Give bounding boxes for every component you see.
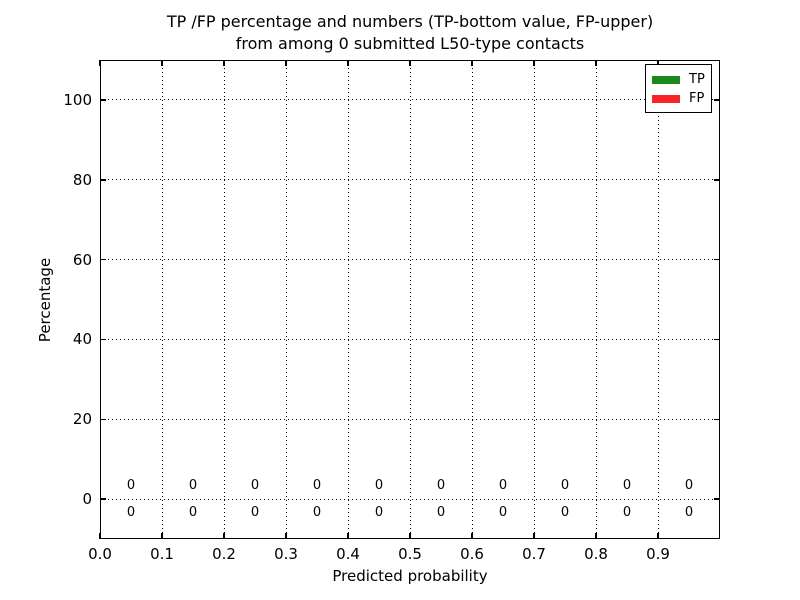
y-tick-left [100,179,106,181]
tp-count-label: 0 [498,505,508,521]
fp-count-label: 0 [312,478,322,494]
x-tick-top [161,60,163,66]
chart-title-line-1: TP /FP percentage and numbers (TP-bottom… [166,12,654,31]
y-tick-left [100,498,106,500]
v-gridline [471,60,473,539]
legend-entry-fp: FP [652,89,705,108]
x-tick-top [409,60,411,66]
legend-entry-tp: TP [652,70,705,89]
y-tick-left [100,418,106,420]
y-tick-label: 40 [72,330,92,349]
x-tick-bottom [223,533,225,539]
v-gridline [533,60,535,539]
v-gridline [285,60,287,539]
chart-title: TP /FP percentage and numbers (TP-bottom… [100,11,720,55]
y-tick-right [714,258,720,261]
x-tick-top [285,60,287,66]
y-tick-label: 20 [72,410,92,429]
y-tick-label: 60 [72,250,92,269]
x-tick-label: 0.3 [274,545,298,563]
v-gridline [347,60,349,539]
legend-swatch-fp [652,94,680,103]
x-tick-bottom [409,533,411,539]
legend: TP FP [645,64,712,113]
x-tick-label: 0.0 [88,545,112,563]
x-tick-label: 0.6 [460,545,484,563]
y-tick-right [714,418,720,420]
x-tick-label: 0.7 [522,545,546,563]
x-tick-label: 0.9 [646,545,670,563]
x-tick-top [471,60,473,66]
x-tick-bottom [161,533,163,539]
tp-count-label: 0 [622,505,632,521]
fp-count-label: 0 [374,478,384,494]
x-tick-label: 0.5 [398,545,422,563]
y-tick-right [714,498,720,500]
fp-count-label: 0 [684,478,694,494]
v-gridline [657,60,659,539]
x-tick-top [347,60,349,66]
y-tick-label: 0 [82,490,92,509]
legend-swatch-tp [652,75,680,84]
v-gridline [409,60,411,539]
y-tick-left [100,258,106,261]
tp-count-label: 0 [126,505,136,521]
legend-label-tp: TP [689,72,705,87]
fp-count-label: 0 [126,478,136,494]
fp-count-label: 0 [560,478,570,494]
x-tick-top [595,60,597,66]
x-tick-bottom [285,533,287,539]
x-tick-bottom [533,533,535,539]
x-tick-label: 0.2 [212,545,236,563]
y-tick-label: 80 [72,170,92,189]
x-tick-top [223,60,225,66]
fp-count-label: 0 [498,478,508,494]
y-tick-label: 100 [63,90,92,109]
x-tick-label: 0.8 [584,545,608,563]
x-tick-bottom [657,533,659,539]
y-tick-right [714,179,720,181]
x-tick-bottom [471,533,473,539]
x-tick-bottom [595,533,597,539]
v-gridline [161,60,163,539]
x-tick-top [99,60,101,66]
tp-count-label: 0 [250,505,260,521]
tp-count-label: 0 [188,505,198,521]
x-tick-label: 0.4 [336,545,360,563]
fp-count-label: 0 [622,478,632,494]
tp-count-label: 0 [684,505,694,521]
tp-count-label: 0 [436,505,446,521]
y-tick-left [100,99,106,101]
y-tick-right [714,338,720,341]
v-gridline [595,60,597,539]
y-tick-left [100,338,106,341]
tp-count-label: 0 [312,505,322,521]
x-tick-label: 0.1 [150,545,174,563]
fp-count-label: 0 [188,478,198,494]
y-tick-right [714,99,720,101]
tp-count-label: 0 [560,505,570,521]
x-tick-top [533,60,535,66]
x-tick-bottom [99,533,101,539]
x-axis-label: Predicted probability [332,567,488,585]
fp-count-label: 0 [250,478,260,494]
chart-title-line-2: from among 0 submitted L50-type contacts [235,34,585,53]
x-tick-bottom [347,533,349,539]
tp-count-label: 0 [374,505,384,521]
v-gridline [223,60,225,539]
x-tick-top [657,60,659,66]
legend-label-fp: FP [689,91,705,106]
fp-count-label: 0 [436,478,446,494]
